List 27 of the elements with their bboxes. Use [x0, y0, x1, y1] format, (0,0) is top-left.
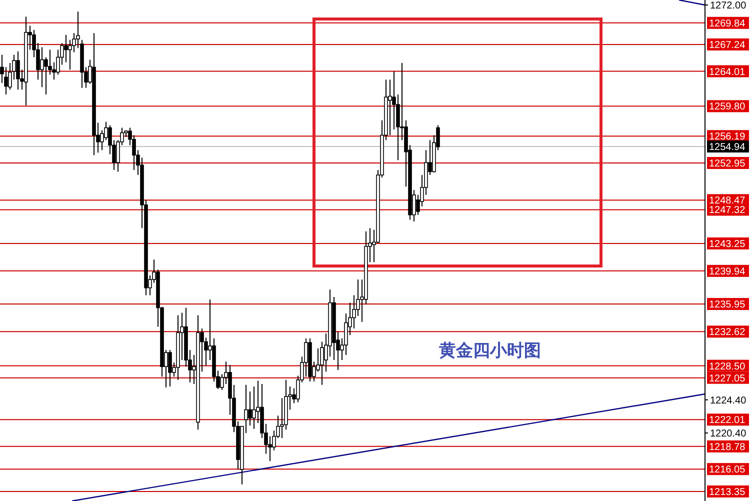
- ref-line-label: 1259.80: [709, 102, 746, 113]
- ref-line-label: 1252.95: [709, 158, 746, 170]
- ref-line-label: 1267.24: [709, 40, 746, 51]
- y-tick-label: 1220.40: [710, 428, 747, 440]
- ref-line-label: 1247.32: [709, 205, 746, 216]
- ref-line-label: 1213.35: [709, 486, 746, 498]
- ref-line-label: 1232.62: [709, 327, 746, 338]
- ref-line-label: 1248.47: [709, 196, 746, 207]
- y-tick-label: 1224.40: [710, 395, 747, 406]
- candlestick: [16, 50, 20, 90]
- ref-line-label: 1269.84: [709, 18, 746, 30]
- ref-line-label: 1243.25: [709, 238, 746, 250]
- ref-line-label: 1222.01: [709, 415, 746, 426]
- annotation: 黄金四小时图: [438, 341, 541, 360]
- candlestick: [168, 350, 172, 388]
- ref-line-label: 1256.19: [709, 132, 746, 143]
- ref-line-label: 1227.05: [709, 373, 746, 384]
- ref-line-label: 1239.94: [709, 266, 746, 278]
- ref-line-label: 1228.50: [709, 361, 746, 372]
- ref-line-label: 1218.78: [709, 442, 746, 453]
- y-tick-label: 1272.00: [710, 0, 747, 12]
- ref-line-label: 1235.95: [709, 300, 746, 310]
- ref-line-label: 1264.01: [709, 66, 746, 78]
- ref-line-label: 1254.94: [709, 142, 746, 153]
- candlestick: [248, 391, 252, 426]
- ref-line-label: 1216.05: [709, 464, 746, 476]
- candlestick: [64, 34, 68, 63]
